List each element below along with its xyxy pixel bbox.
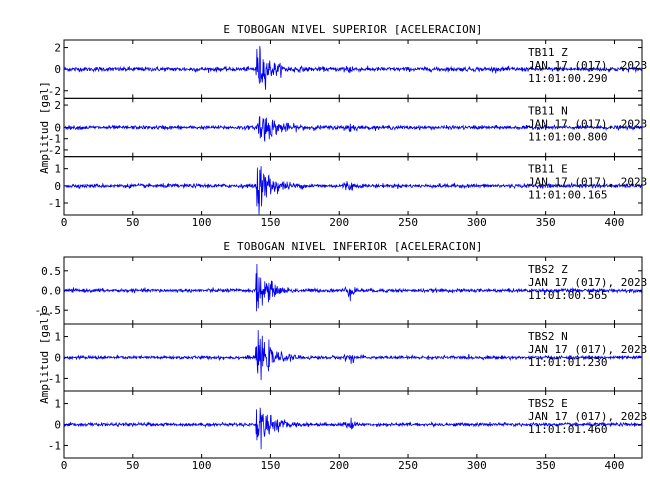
- waveform-trace: [63, 263, 643, 312]
- y-tick-label: 0.0: [41, 285, 61, 298]
- record-time: 11:01:01.460: [528, 423, 607, 436]
- x-tick-label: 250: [398, 459, 418, 472]
- y-tick-label: 2: [54, 42, 61, 55]
- station-label: TB11 N: [528, 104, 568, 117]
- y-tick-label: 1: [54, 398, 61, 411]
- station-label: TBS2 N: [528, 330, 568, 343]
- x-tick-label: 300: [467, 216, 487, 229]
- y-tick-label: -1: [48, 372, 61, 385]
- waveform-trace: [63, 166, 643, 215]
- y-tick-label: 1: [54, 331, 61, 344]
- y-tick-label: -0.5: [35, 304, 62, 317]
- x-tick-label: 0: [61, 216, 68, 229]
- x-tick-label: 100: [192, 216, 212, 229]
- x-tick-label: 200: [329, 216, 349, 229]
- x-tick-label: 150: [260, 216, 280, 229]
- record-date: JAN 17 (017), 2023: [528, 343, 647, 356]
- y-axis-label: Amplitud [gal]: [38, 81, 51, 174]
- y-tick-label: -2: [48, 144, 61, 157]
- x-tick-label: 400: [605, 216, 625, 229]
- x-tick-label: 150: [260, 459, 280, 472]
- record-date: JAN 17 (017), 2023: [528, 176, 647, 189]
- record-date: JAN 17 (017), 2023: [528, 276, 647, 289]
- record-date: JAN 17 (017), 2023: [528, 117, 647, 130]
- y-tick-label: -1: [48, 133, 61, 146]
- x-tick-label: 0: [61, 459, 68, 472]
- y-tick-label: 0: [54, 419, 61, 432]
- y-tick-label: 0: [54, 180, 61, 193]
- x-tick-label: 200: [329, 459, 349, 472]
- record-date: JAN 17 (017), 2023: [528, 410, 647, 423]
- x-tick-label: 300: [467, 459, 487, 472]
- y-tick-label: 0: [54, 352, 61, 365]
- waveform-trace: [63, 46, 643, 90]
- record-date: JAN 17 (017), 2023: [528, 59, 647, 72]
- x-tick-label: 350: [536, 216, 556, 229]
- y-tick-label: 2: [54, 99, 61, 112]
- x-tick-label: 50: [126, 216, 139, 229]
- waveform-trace: [63, 116, 643, 142]
- x-tick-label: 400: [605, 459, 625, 472]
- y-tick-label: -1: [48, 197, 61, 210]
- station-label: TB11 Z: [528, 46, 568, 59]
- y-tick-label: 0: [54, 122, 61, 135]
- chart-title: E TOBOGAN NIVEL INFERIOR [ACELERACION]: [223, 240, 482, 253]
- y-tick-label: 1: [54, 163, 61, 176]
- record-time: 11:01:00.800: [528, 130, 607, 143]
- waveform-trace: [63, 407, 643, 450]
- y-tick-label: 0.5: [41, 265, 61, 278]
- station-label: TBS2 Z: [528, 263, 568, 276]
- chart-upper-level: E TOBOGAN NIVEL SUPERIOR [ACELERACION] Am…: [38, 23, 647, 229]
- x-tick-label: 50: [126, 459, 139, 472]
- y-tick-label: -1: [48, 439, 61, 452]
- x-tick-label: 100: [192, 459, 212, 472]
- record-time: 11:01:01.230: [528, 356, 607, 369]
- y-tick-label: 0: [54, 63, 61, 76]
- chart-lower-level: E TOBOGAN NIVEL INFERIOR [ACELERACION] Am…: [35, 240, 648, 472]
- station-label: TB11 E: [528, 163, 568, 176]
- record-time: 11:01:00.565: [528, 289, 607, 302]
- record-time: 11:01:00.165: [528, 189, 607, 202]
- record-time: 11:01:00.290: [528, 72, 607, 85]
- y-tick-label: -2: [48, 85, 61, 98]
- waveform-trace: [63, 330, 643, 381]
- y-axis-label: Amplitud [gal]: [38, 311, 51, 404]
- station-label: TBS2 E: [528, 397, 568, 410]
- chart-title: E TOBOGAN NIVEL SUPERIOR [ACELERACION]: [223, 23, 482, 36]
- x-tick-label: 250: [398, 216, 418, 229]
- x-tick-label: 350: [536, 459, 556, 472]
